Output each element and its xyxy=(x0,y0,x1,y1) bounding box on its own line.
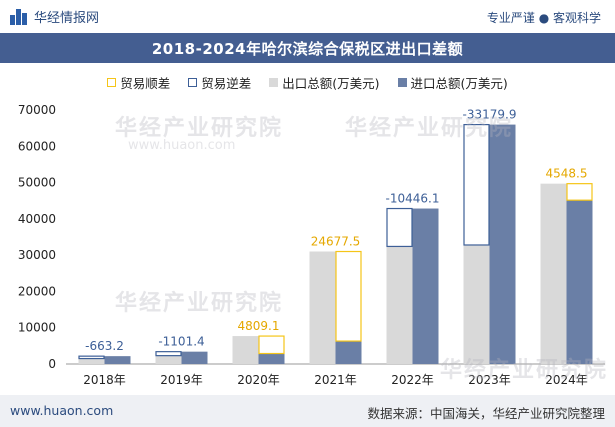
balance-label: -10446.1 xyxy=(386,192,440,206)
legend-swatch-import xyxy=(397,77,407,87)
import-bar xyxy=(181,351,208,364)
import-bar xyxy=(489,124,516,364)
balance-label: 4548.5 xyxy=(546,167,588,181)
import-bar xyxy=(258,353,285,364)
legend-swatch-deficit xyxy=(188,77,198,87)
y-tick-label: 60000 xyxy=(18,139,56,153)
x-tick-label: 2022年 xyxy=(391,373,434,387)
legend-label-surplus: 贸易顺差 xyxy=(120,75,171,91)
legend-item-export: 出口总额(万美元) xyxy=(269,72,380,92)
export-bar xyxy=(155,355,182,364)
balance-box xyxy=(78,355,105,360)
import-bar xyxy=(104,356,131,364)
x-tick-label: 2018年 xyxy=(83,373,126,387)
balance-box xyxy=(386,207,413,248)
balance-box xyxy=(463,123,490,246)
brand-slogan: 专业严谨 ● 客观科学 xyxy=(486,11,601,25)
legend-label-export: 出口总额(万美元) xyxy=(282,75,380,91)
y-tick-label: 70000 xyxy=(18,103,56,117)
export-bar xyxy=(540,183,567,364)
chart-title: 2018-2024年哈尔滨综合保税区进出口差额 xyxy=(0,33,615,63)
export-bar xyxy=(386,246,413,364)
footer-source: 数据来源：中国海关，华经产业研究院整理 xyxy=(367,406,605,421)
x-tick-label: 2021年 xyxy=(314,373,357,387)
brand-logo-icon xyxy=(10,8,28,25)
balance-label: 24677.5 xyxy=(311,235,361,249)
x-tick-label: 2019年 xyxy=(160,373,203,387)
legend-label-import: 进口总额(万美元) xyxy=(410,75,508,91)
balance-box xyxy=(155,351,182,357)
y-tick-label: 10000 xyxy=(18,321,56,335)
export-bar xyxy=(309,251,336,364)
x-tick-label: 2023年 xyxy=(468,373,511,387)
footer: www.huaon.com 数据来源：中国海关，华经产业研究院整理 xyxy=(0,395,615,427)
balance-box xyxy=(258,335,285,355)
x-tick-label: 2024年 xyxy=(545,373,588,387)
balance-label: -33179.9 xyxy=(463,108,517,122)
y-tick-label: 50000 xyxy=(18,176,56,190)
brand: 华经情报网 xyxy=(10,7,99,26)
top-bar: 华经情报网 专业严谨 ● 客观科学 xyxy=(0,0,615,32)
footer-url[interactable]: www.huaon.com xyxy=(10,403,114,418)
import-bar xyxy=(566,200,593,364)
balance-box xyxy=(335,250,362,342)
legend-swatch-export xyxy=(269,77,279,87)
export-bar xyxy=(78,358,105,364)
brand-name: 华经情报网 xyxy=(34,11,100,26)
legend-item-surplus: 贸易顺差 xyxy=(107,72,170,92)
balance-label: 4809.1 xyxy=(238,319,280,333)
bar-chart: 0 10000 20000 30000 40000 50000 60000 70000 -663… xyxy=(18,103,605,387)
import-bar xyxy=(412,208,439,364)
chart-legend: 贸易顺差 贸易逆差 出口总额(万美元) 进口总额(万美元) xyxy=(0,72,615,92)
balance-label: -1101.4 xyxy=(158,335,204,349)
x-tick-label: 2020年 xyxy=(237,373,280,387)
balance-label: -663.2 xyxy=(85,339,124,353)
y-tick-label: 40000 xyxy=(18,212,56,226)
export-bar xyxy=(463,244,490,364)
y-tick-label: 30000 xyxy=(18,248,56,262)
chart-area: 0 10000 20000 30000 40000 50000 60000 70000 -663… xyxy=(0,96,615,396)
legend-swatch-surplus xyxy=(107,77,117,87)
balance-box xyxy=(566,183,593,201)
y-tick-label: 20000 xyxy=(18,284,56,298)
legend-item-deficit: 贸易逆差 xyxy=(188,72,251,92)
export-bar xyxy=(232,336,259,364)
import-bar xyxy=(335,341,362,364)
y-tick-label: 0 xyxy=(48,357,56,371)
legend-label-deficit: 贸易逆差 xyxy=(201,75,252,91)
legend-item-import: 进口总额(万美元) xyxy=(397,72,508,92)
